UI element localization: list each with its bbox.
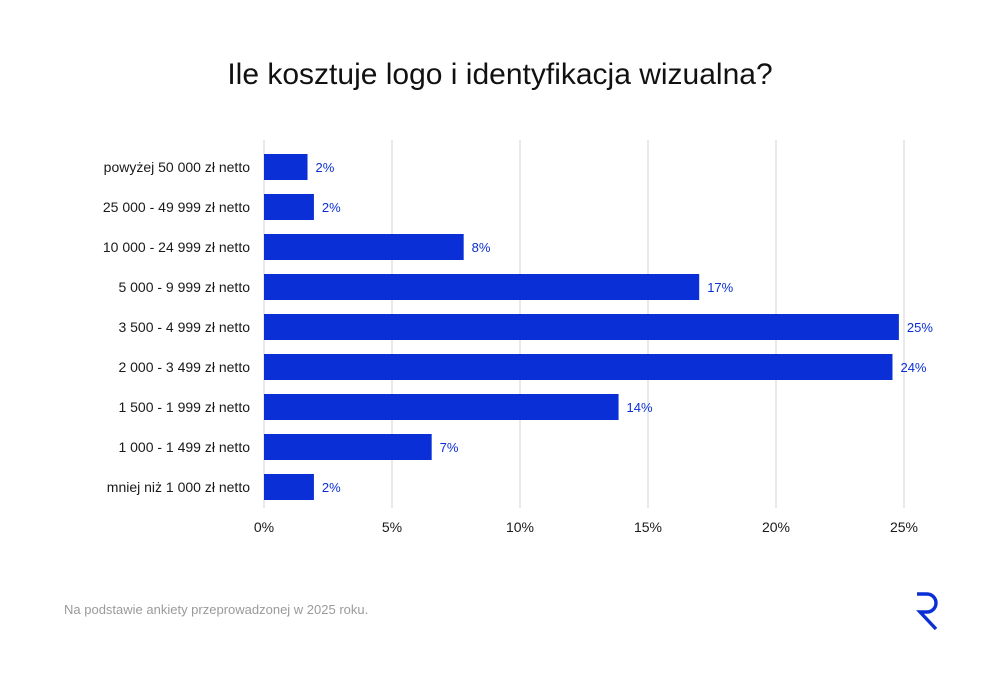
category-label: 5 000 - 9 999 zł netto: [118, 279, 250, 295]
data-label: 7%: [440, 440, 459, 455]
data-label: 2%: [316, 160, 335, 175]
category-label: 3 500 - 4 999 zł netto: [118, 319, 250, 335]
footnote: Na podstawie ankiety przeprowadzonej w 2…: [64, 602, 369, 617]
bar: [264, 434, 432, 460]
data-label: 25%: [907, 320, 933, 335]
category-label: 25 000 - 49 999 zł netto: [103, 199, 250, 215]
chart-title: Ile kosztuje logo i identyfikacja wizual…: [227, 58, 773, 91]
bar: [264, 274, 700, 300]
x-tick-label: 20%: [762, 519, 790, 535]
bar: [264, 354, 893, 380]
x-tick-label: 15%: [634, 519, 662, 535]
x-tick-label: 5%: [382, 519, 402, 535]
labels: 0% 5% 10% 15% 20% 25% powyżej 50 000 zł netto 2…: [103, 159, 933, 535]
data-label: 2%: [322, 480, 341, 495]
category-label: powyżej 50 000 zł netto: [104, 159, 251, 175]
bar-chart: 0% 5% 10% 15% 20% 25% powyżej 50 000 zł netto 2…: [103, 140, 933, 535]
category-label: 10 000 - 24 999 zł netto: [103, 239, 250, 255]
data-label: 17%: [707, 280, 733, 295]
x-tick-label: 10%: [506, 519, 534, 535]
bar: [264, 474, 314, 500]
data-label: 14%: [627, 400, 653, 415]
data-label: 24%: [900, 360, 926, 375]
data-label: 2%: [322, 200, 341, 215]
category-label: 1 500 - 1 999 zł netto: [118, 399, 250, 415]
r-brand-logo-icon: [916, 592, 938, 631]
bar: [264, 154, 308, 180]
bar: [264, 314, 899, 340]
bar: [264, 194, 314, 220]
category-label: mniej niż 1 000 zł netto: [107, 479, 250, 495]
bar: [264, 234, 464, 260]
category-label: 2 000 - 3 499 zł netto: [118, 359, 250, 375]
x-tick-label: 25%: [890, 519, 918, 535]
bar: [264, 394, 619, 420]
x-tick-label: 0%: [254, 519, 274, 535]
category-label: 1 000 - 1 499 zł netto: [118, 439, 250, 455]
data-label: 8%: [472, 240, 491, 255]
bars: [264, 154, 899, 500]
